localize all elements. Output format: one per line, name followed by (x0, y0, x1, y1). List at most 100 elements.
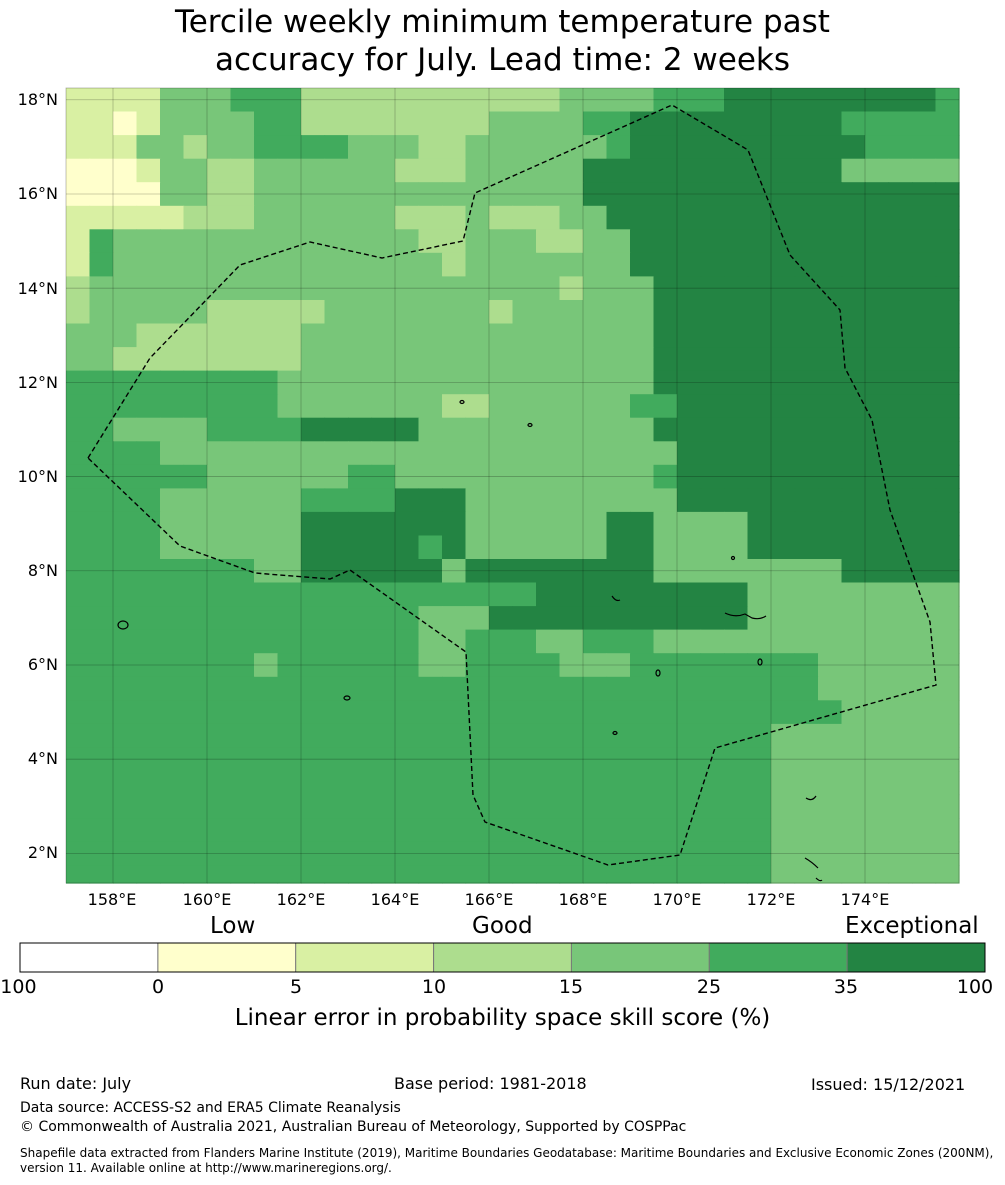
skill-cell (66, 347, 91, 372)
skill-cell (771, 182, 796, 207)
skill-cell (418, 323, 443, 348)
skill-cell (418, 865, 443, 884)
skill-cell (888, 441, 913, 466)
skill-cell (207, 229, 232, 254)
skill-cell (912, 818, 937, 843)
skill-cell (583, 488, 608, 513)
skill-cell (489, 559, 514, 584)
skill-cell (207, 606, 232, 631)
skill-cell (301, 629, 326, 654)
skill-cell (630, 629, 655, 654)
skill-cell (113, 794, 138, 819)
skill-cell (700, 347, 725, 372)
skill-cell (583, 158, 608, 183)
skill-cell (277, 417, 302, 442)
skill-cell (700, 653, 725, 678)
skill-cell (794, 158, 819, 183)
skill-cell (559, 135, 584, 160)
skill-cell (630, 229, 655, 254)
skill-cell (559, 606, 584, 631)
skill-cell (700, 417, 725, 442)
skill-cell (771, 488, 796, 513)
skill-cell (677, 441, 702, 466)
skill-cell (700, 276, 725, 301)
skill-cell (912, 700, 937, 725)
skill-cell (653, 158, 678, 183)
skill-cell (606, 629, 631, 654)
skill-cell (371, 700, 396, 725)
skill-cell (230, 300, 255, 325)
skill-cell (89, 771, 114, 796)
skill-cell (371, 606, 396, 631)
skill-cell (66, 111, 91, 136)
skill-cell (724, 582, 749, 607)
skill-cell (277, 205, 302, 230)
skill-cell (113, 323, 138, 348)
skill-cell (794, 488, 819, 513)
skill-cell (207, 347, 232, 372)
skill-cell (865, 606, 890, 631)
skill-cell (771, 818, 796, 843)
skill-cell (418, 252, 443, 277)
skill-cell (348, 700, 373, 725)
skill-cell (935, 464, 960, 489)
skill-cell (348, 488, 373, 513)
skill-cell (583, 441, 608, 466)
skill-cell (183, 370, 208, 395)
skill-cell (935, 205, 960, 230)
skill-cell (324, 606, 349, 631)
skill-cell (841, 818, 866, 843)
skill-cell (418, 629, 443, 654)
skill-cell (89, 135, 114, 160)
skill-cell (395, 676, 420, 701)
skill-cell (935, 276, 960, 301)
skill-cell (207, 841, 232, 866)
skill-cell (395, 111, 420, 136)
skill-cell (395, 559, 420, 584)
skill-cell (935, 559, 960, 584)
skill-cell (442, 488, 467, 513)
skill-cell (324, 723, 349, 748)
skill-cell (160, 841, 185, 866)
skill-cell (66, 182, 91, 207)
skill-cell (747, 394, 772, 419)
skill-cell (395, 606, 420, 631)
skill-cell (418, 111, 443, 136)
skill-cell (442, 700, 467, 725)
skill-cell (465, 676, 490, 701)
skill-cell (442, 771, 467, 796)
skill-cell (653, 441, 678, 466)
skill-cell (418, 276, 443, 301)
skill-cell (66, 370, 91, 395)
skill-cell (583, 818, 608, 843)
skill-cell (136, 88, 161, 113)
skill-cell (771, 370, 796, 395)
skill-cell (912, 841, 937, 866)
skill-cell (254, 676, 279, 701)
skill-cell (442, 276, 467, 301)
skill-cell (536, 653, 561, 678)
skill-cell (160, 88, 185, 113)
skill-cell (348, 794, 373, 819)
skill-cell (606, 88, 631, 113)
skill-cell (583, 582, 608, 607)
skill-cell (912, 417, 937, 442)
skill-cell (89, 865, 114, 884)
skill-cell (841, 135, 866, 160)
skill-cell (583, 417, 608, 442)
skill-cell (583, 111, 608, 136)
skill-cell (136, 158, 161, 183)
skill-cell (465, 582, 490, 607)
skill-cell (700, 771, 725, 796)
skill-cell (371, 182, 396, 207)
skill-cell (230, 676, 255, 701)
skill-cell (136, 700, 161, 725)
skill-cell (912, 276, 937, 301)
skill-cell (254, 535, 279, 560)
skill-cell (277, 88, 302, 113)
skill-cell (418, 771, 443, 796)
colorbar-outline (19, 942, 986, 973)
skill-cell (301, 865, 326, 884)
skill-cell (841, 417, 866, 442)
skill-cell (583, 700, 608, 725)
